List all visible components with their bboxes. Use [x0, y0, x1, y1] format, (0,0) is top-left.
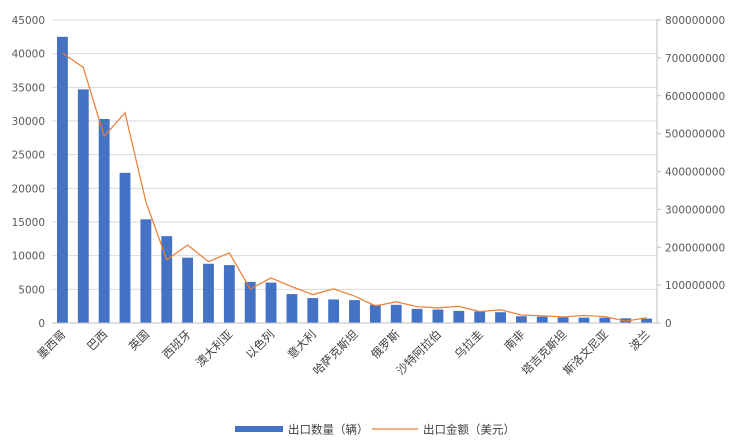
- bar: [77, 89, 89, 323]
- bar: [265, 282, 277, 323]
- category-tick-label: 哈萨克斯坦: [310, 327, 361, 378]
- bar: [390, 304, 402, 323]
- left-tick-label: 15000: [12, 217, 45, 229]
- category-tick-label: 乌拉圭: [451, 327, 485, 361]
- bars: [57, 36, 652, 323]
- left-axis-ticks: 0 5000 10000 15000 20000 25000 30000 35000 40000…: [12, 15, 45, 330]
- category-tick-label: 巴西: [84, 327, 110, 353]
- left-tick-label: 20000: [12, 183, 45, 195]
- bar: [515, 316, 527, 323]
- category-tick-label: 俄罗斯: [368, 327, 403, 362]
- right-axis-ticks: 0 100000000 200000000 300000000 400000000 500…: [656, 15, 725, 330]
- bar: [453, 310, 465, 323]
- right-tick-label: 300000000: [665, 204, 725, 216]
- amount-line: [62, 52, 647, 322]
- category-tick-label: 沙特阿拉伯: [394, 327, 445, 378]
- amount-line-path: [62, 52, 647, 322]
- category-tick-label: 以色列: [243, 327, 277, 361]
- bar: [369, 304, 381, 323]
- category-tick-label: 波兰: [627, 327, 653, 353]
- left-tick-label: 25000: [12, 150, 45, 162]
- bar: [536, 316, 548, 323]
- bar: [495, 312, 506, 323]
- bar: [244, 281, 256, 323]
- bar: [578, 317, 590, 323]
- right-tick-label: 100000000: [665, 280, 725, 292]
- left-tick-label: 45000: [12, 15, 45, 27]
- legend-swatch-quantity: [235, 426, 283, 432]
- bar: [57, 36, 68, 323]
- bar: [161, 236, 173, 323]
- bar: [328, 299, 340, 323]
- right-tick-label: 600000000: [665, 91, 725, 103]
- bar: [557, 317, 569, 323]
- bar: [432, 309, 444, 323]
- right-tick-label: 200000000: [665, 242, 725, 254]
- right-tick-label: 500000000: [665, 129, 725, 141]
- category-tick-label: 英国: [126, 327, 152, 353]
- bar: [349, 300, 360, 323]
- bar: [140, 219, 152, 323]
- left-tick-label: 35000: [12, 82, 45, 94]
- bar: [223, 265, 235, 323]
- bar: [119, 172, 131, 323]
- legend-label-quantity: 出口数量（辆）: [288, 423, 369, 437]
- left-tick-label: 40000: [12, 49, 45, 61]
- category-tick-label: 斯洛文尼亚: [560, 327, 611, 378]
- category-tick-label: 意大利: [285, 327, 319, 361]
- bar: [641, 318, 652, 323]
- bar: [307, 298, 319, 323]
- left-tick-label: 5000: [18, 284, 45, 296]
- category-tick-label: 澳大利亚: [193, 327, 235, 369]
- category-tick-label: 西班牙: [159, 327, 193, 361]
- right-tick-label: 400000000: [665, 167, 725, 179]
- bar: [599, 317, 611, 323]
- category-tick-label: 南非: [501, 327, 528, 354]
- bar: [182, 257, 194, 323]
- legend-label-amount: 出口金额（美元）: [423, 423, 515, 437]
- bar: [98, 118, 110, 323]
- left-tick-label: 30000: [12, 116, 45, 128]
- bar: [286, 294, 298, 323]
- bar: [411, 308, 423, 323]
- left-tick-label: 10000: [12, 251, 45, 263]
- bar: [203, 263, 214, 323]
- bar: [474, 311, 486, 323]
- right-tick-label: 700000000: [665, 53, 725, 65]
- legend: 出口数量（辆） 出口金额（美元）: [235, 423, 515, 437]
- right-tick-label: 0: [665, 318, 672, 330]
- category-tick-label: 墨西哥: [34, 327, 68, 361]
- left-tick-label: 0: [38, 318, 45, 330]
- right-tick-label: 800000000: [665, 15, 725, 27]
